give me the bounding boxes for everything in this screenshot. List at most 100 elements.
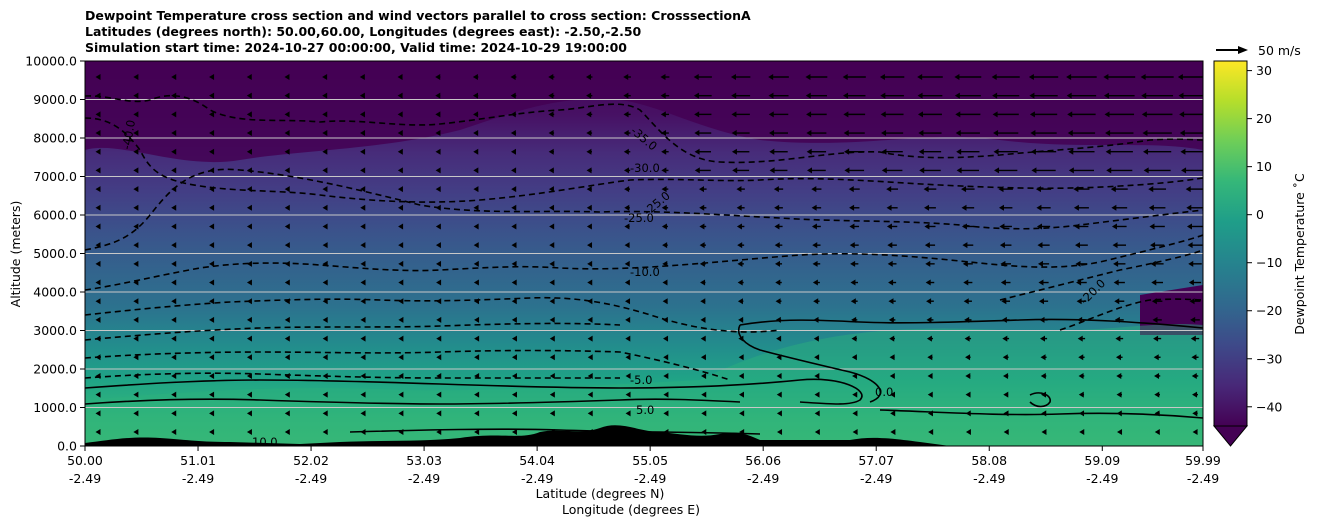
wind-vector-head — [95, 167, 101, 174]
wind-vector — [775, 316, 782, 323]
wind-vector-head — [397, 186, 403, 193]
wind-vector — [1116, 410, 1122, 417]
wind-vector — [284, 242, 290, 249]
wind-vector-head — [397, 130, 403, 137]
wind-vector — [397, 111, 403, 118]
wind-vector-head — [322, 391, 328, 398]
wind-vector-head — [1186, 204, 1192, 211]
wind-vector-head — [246, 148, 252, 155]
wind-vector-head — [928, 429, 934, 435]
wind-vector-head — [95, 260, 101, 267]
wind-vector-head — [246, 279, 252, 286]
wind-vector-head — [284, 372, 290, 379]
wind-vector-head — [548, 111, 554, 118]
wind-vector — [999, 223, 1012, 230]
wind-vector-head — [1191, 372, 1197, 379]
wind-vector-head — [663, 391, 669, 398]
wind-vector-head — [736, 204, 742, 211]
wind-vector — [436, 372, 442, 379]
wind-vector-head — [284, 242, 290, 249]
wind-vector-head — [777, 429, 783, 435]
wind-vector — [848, 186, 860, 193]
wind-vector-head — [171, 298, 177, 305]
wind-vector — [209, 279, 215, 286]
wind-vector-head — [322, 410, 328, 417]
wind-vector-head — [133, 148, 139, 155]
wind-key-label: 50 m/s — [1258, 43, 1301, 58]
wind-vector-head — [511, 335, 517, 342]
wind-vector — [586, 223, 592, 230]
wind-vector-head — [1178, 92, 1184, 99]
wind-vector-head — [284, 279, 290, 286]
y-tick-label: 5000.0 — [33, 246, 77, 261]
wind-vector — [586, 167, 592, 174]
wind-vector-head — [95, 148, 101, 155]
wind-vector — [739, 429, 745, 435]
wind-vector — [694, 130, 712, 137]
wind-vector — [774, 204, 783, 211]
wind-vector-head — [511, 260, 517, 267]
wind-vector — [322, 242, 328, 249]
wind-vector-head — [1040, 354, 1046, 361]
wind-vector — [662, 279, 668, 286]
wind-vector-head — [587, 298, 593, 305]
wind-vector — [587, 279, 593, 286]
wind-vector — [1187, 242, 1203, 249]
colorbar-tick-label: −30 — [1256, 351, 1282, 366]
wind-vector-head — [171, 167, 177, 174]
wind-vector-head — [1073, 204, 1079, 211]
wind-vector-head — [209, 130, 215, 137]
wind-vector — [806, 111, 827, 118]
wind-vector — [1041, 429, 1047, 435]
wind-vector — [246, 279, 252, 286]
wind-vector-head — [623, 167, 629, 174]
wind-vector — [813, 298, 820, 305]
wind-vector-head — [663, 410, 669, 417]
wind-vector — [473, 111, 479, 118]
wind-vector — [812, 260, 821, 267]
wind-vector — [322, 410, 328, 417]
wind-vector — [133, 167, 139, 174]
wind-vector-head — [209, 410, 215, 417]
wind-vector-head — [95, 223, 101, 230]
wind-vector-head — [587, 335, 593, 342]
wind-vector — [888, 298, 896, 305]
wind-vector — [769, 148, 788, 155]
wind-vector-head — [699, 242, 705, 249]
wind-vector — [1152, 316, 1162, 323]
wind-vector-head — [398, 298, 404, 305]
wind-vector — [956, 148, 980, 155]
wind-vector-head — [663, 372, 669, 379]
wind-vector — [171, 111, 177, 118]
wind-vector — [1111, 223, 1127, 230]
wind-vector-head — [890, 391, 896, 398]
wind-vector-head — [992, 92, 998, 99]
contour-label: -40.0 — [119, 119, 138, 151]
wind-vector — [360, 316, 366, 323]
wind-vector-head — [587, 260, 593, 267]
wind-vector-head — [850, 260, 856, 267]
wind-vector — [956, 167, 980, 174]
wind-vector — [964, 335, 972, 342]
wind-vector-head — [209, 111, 215, 118]
y-tick-label: 3000.0 — [33, 323, 77, 338]
wind-vector — [1150, 260, 1164, 267]
wind-vector — [322, 391, 328, 398]
wind-vector-head — [699, 260, 705, 267]
wind-vector-head — [1103, 74, 1109, 80]
wind-vector — [246, 223, 252, 230]
x-tick-label-lat: 55.05 — [632, 453, 668, 468]
wind-vector-head — [473, 223, 479, 230]
wind-vector-head — [963, 298, 969, 305]
wind-vector-head — [435, 92, 441, 99]
wind-vector — [398, 242, 404, 249]
wind-vector-head — [435, 204, 441, 211]
wind-vector-head — [95, 410, 101, 417]
wind-vector-head — [587, 354, 593, 361]
wind-vector — [843, 130, 865, 137]
wind-vector — [1077, 335, 1086, 342]
wind-vector — [209, 335, 215, 342]
wind-vector-head — [768, 74, 774, 80]
wind-vector-head — [850, 279, 856, 286]
wind-vector — [322, 335, 328, 342]
